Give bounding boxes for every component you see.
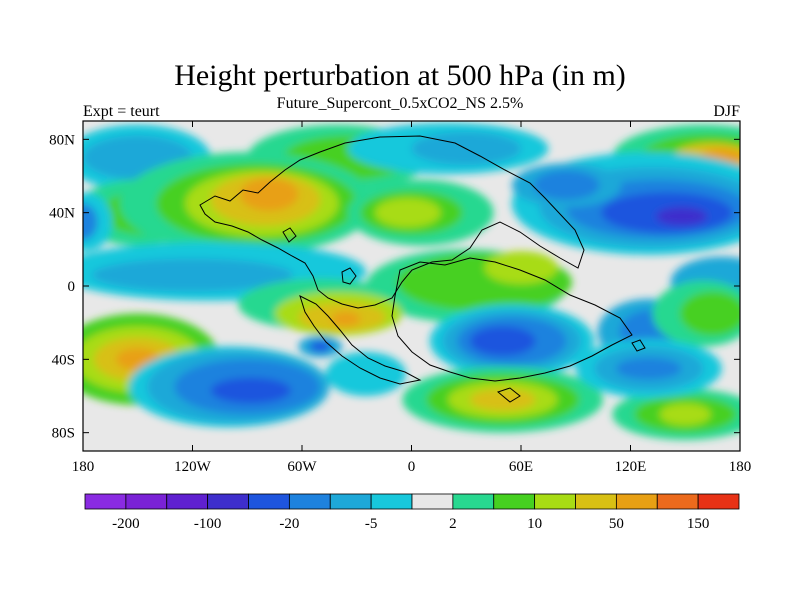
field-region-30 (92, 258, 293, 292)
colorbar-swatch-3 (207, 493, 249, 510)
y-tick-label-0: 80N (49, 132, 75, 148)
chart-subtitle: Future_Supercont_0.5xCO2_NS 2.5% (276, 95, 524, 112)
island-north-2 (282, 227, 297, 243)
field-region-61 (210, 377, 292, 404)
field-region-57 (659, 403, 711, 426)
colorbar-swatch-7 (370, 493, 413, 510)
colorbar-swatch-0 (84, 493, 127, 510)
colorbar-label-5: 10 (527, 516, 542, 532)
colorbar-label-6: 50 (609, 516, 624, 532)
island-east-1 (631, 339, 646, 352)
contour-field (83, 121, 740, 451)
field-region-54 (469, 388, 536, 411)
field-region-42 (469, 326, 536, 356)
x-tick-label-1: 120W (174, 459, 212, 475)
colorbar-swatch-6 (329, 493, 372, 510)
x-tick-label-4: 60E (509, 459, 533, 475)
field-region-13 (375, 198, 441, 228)
colorbar-label-4: 2 (449, 516, 457, 532)
experiment-label: Expt = teurt (83, 103, 160, 120)
field-region-34 (484, 251, 558, 285)
x-tick-label-3: 0 (408, 459, 416, 475)
x-tick-label-5: 120E (615, 459, 647, 475)
supercontinent-outline (199, 135, 646, 403)
x-tick-label-2: 60W (287, 459, 317, 475)
colorbar-swatch-10 (493, 493, 536, 510)
colorbar-label-7: 150 (687, 516, 710, 532)
field-region-38 (331, 311, 361, 327)
colorbar-swatch-15 (697, 493, 740, 510)
land-south-outline (391, 257, 633, 382)
y-tick-label-1: 40N (49, 206, 75, 222)
field-region-66 (309, 341, 332, 352)
island-south-1 (496, 387, 521, 403)
colorbar-swatch-2 (166, 493, 209, 510)
y-tick-label-3: 40S (52, 352, 75, 368)
colorbar-swatch-12 (575, 493, 617, 510)
x-axis: 180 120W 60W 0 60E 120E 180 (72, 121, 752, 475)
y-tick-label-2: 0 (68, 279, 76, 295)
colorbar-label-0: -200 (112, 516, 140, 532)
colorbar-swatch-8 (411, 493, 454, 510)
field-region-64 (615, 357, 682, 380)
y-axis: 80N 40N 0 40S 80S (49, 132, 740, 442)
field-region-46 (679, 291, 740, 336)
x-tick-label-6: 180 (729, 459, 752, 475)
colorbar-swatch-5 (288, 493, 331, 510)
colorbar-swatch-9 (452, 493, 495, 510)
chart-title: Height perturbation at 500 hPa (in m) (174, 59, 626, 92)
land-north-outline (199, 135, 585, 309)
colorbar-label-1: -100 (194, 516, 222, 532)
colorbar: -200 -100 -20 -5 2 10 50 150 (84, 493, 740, 532)
land-west-peninsula (299, 295, 422, 385)
x-tick-label-0: 180 (72, 459, 95, 475)
field-region-24 (656, 207, 708, 226)
colorbar-swatch-11 (534, 493, 576, 510)
colorbar-swatch-1 (125, 493, 168, 510)
colorbar-swatch-14 (656, 493, 699, 510)
field-region-10 (239, 177, 299, 211)
y-tick-label-4: 80S (52, 426, 75, 442)
island-north-1 (341, 267, 357, 285)
field-region-67 (325, 352, 407, 396)
colorbar-swatch-13 (615, 493, 658, 510)
colorbar-label-2: -20 (279, 516, 299, 532)
season-label: DJF (713, 103, 740, 120)
colorbar-label-3: -5 (365, 516, 378, 532)
colorbar-swatch-4 (248, 493, 290, 510)
field-region-26 (533, 170, 600, 200)
